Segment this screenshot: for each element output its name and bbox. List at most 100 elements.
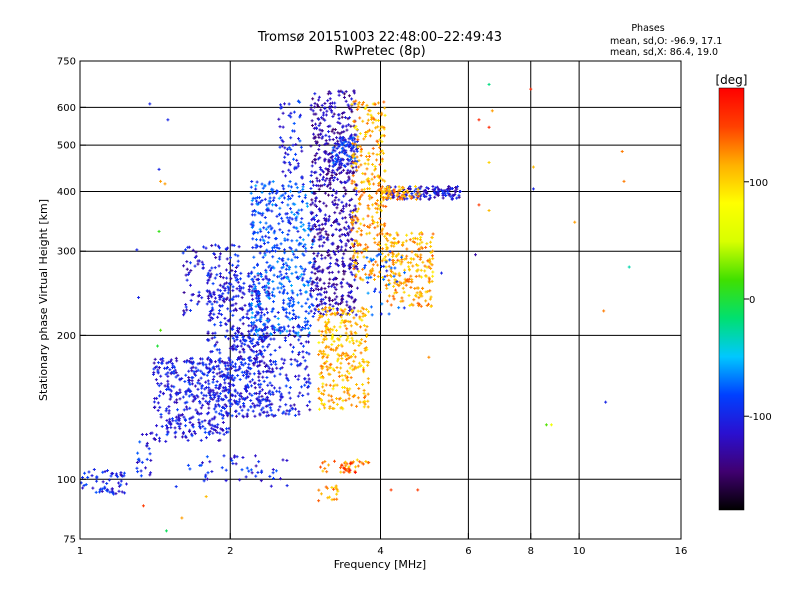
- data-point: [282, 301, 286, 305]
- data-point: [310, 160, 314, 164]
- data-point: [333, 128, 337, 132]
- data-point: [136, 470, 140, 474]
- data-point: [355, 458, 359, 462]
- data-point: [291, 329, 295, 333]
- data-point: [214, 428, 218, 432]
- x-tick-label: 16: [675, 546, 688, 557]
- data-point: [248, 372, 252, 376]
- data-point: [310, 119, 314, 123]
- data-point: [299, 342, 303, 346]
- data-point: [292, 157, 296, 161]
- data-point: [323, 191, 327, 195]
- data-point: [359, 233, 363, 237]
- data-point: [252, 345, 256, 349]
- data-point: [312, 183, 316, 187]
- data-point: [363, 339, 367, 343]
- data-point: [195, 394, 199, 398]
- data-point: [361, 267, 365, 271]
- data-point: [322, 241, 326, 245]
- data-point: [373, 226, 377, 230]
- data-point: [313, 92, 317, 96]
- data-point: [309, 103, 313, 107]
- data-point: [356, 309, 360, 313]
- data-point: [310, 246, 314, 250]
- data-point: [490, 109, 494, 113]
- data-point: [218, 351, 222, 355]
- data-point: [279, 242, 283, 246]
- data-point: [136, 451, 140, 455]
- data-point: [234, 302, 238, 306]
- data-point: [227, 399, 231, 403]
- data-point: [261, 255, 265, 259]
- data-point: [272, 337, 276, 341]
- data-point: [325, 359, 329, 363]
- data-point: [220, 374, 224, 378]
- data-point: [199, 412, 203, 416]
- data-point: [385, 286, 389, 290]
- data-point: [388, 258, 392, 262]
- data-point: [356, 138, 360, 142]
- data-point: [251, 409, 255, 413]
- data-point: [155, 433, 159, 437]
- data-point: [335, 366, 339, 370]
- data-point: [278, 290, 282, 294]
- data-point: [234, 307, 238, 311]
- data-point: [254, 238, 258, 242]
- data-point: [148, 102, 152, 106]
- data-point: [330, 398, 334, 402]
- data-point: [309, 174, 313, 178]
- data-point: [295, 158, 299, 162]
- data-point: [419, 268, 423, 272]
- data-point: [174, 375, 178, 379]
- data-point: [305, 204, 309, 208]
- data-point: [359, 154, 363, 158]
- data-point: [291, 143, 295, 147]
- data-point: [213, 300, 217, 304]
- data-point: [268, 381, 272, 385]
- data-point: [250, 180, 254, 184]
- data-point: [268, 196, 272, 200]
- data-point: [307, 311, 311, 315]
- data-point: [249, 468, 253, 472]
- data-point: [275, 389, 279, 393]
- data-point: [392, 284, 396, 288]
- data-point: [218, 283, 222, 287]
- data-point: [324, 313, 328, 317]
- data-point: [361, 119, 365, 123]
- data-point: [239, 354, 243, 358]
- data-point: [265, 414, 269, 418]
- data-point: [277, 408, 281, 412]
- data-point: [335, 492, 339, 496]
- data-point: [401, 299, 405, 303]
- data-point: [201, 424, 205, 428]
- data-point: [245, 466, 249, 470]
- data-point: [228, 256, 232, 260]
- data-point: [531, 187, 535, 191]
- data-point: [255, 310, 259, 314]
- stats-x-mode: mean, sd,X: 86.4, 19.0: [610, 47, 718, 58]
- data-point: [145, 441, 149, 445]
- data-point: [231, 303, 235, 307]
- data-point: [573, 220, 577, 224]
- data-point: [279, 136, 283, 140]
- data-point: [359, 351, 363, 355]
- data-point: [345, 128, 349, 132]
- data-point: [209, 315, 213, 319]
- data-point: [341, 216, 345, 220]
- data-point: [124, 482, 128, 486]
- data-point: [233, 394, 237, 398]
- data-point: [235, 344, 239, 348]
- data-point: [275, 366, 279, 370]
- data-point: [335, 497, 339, 501]
- data-point: [188, 378, 192, 382]
- data-point: [362, 223, 366, 227]
- data-point: [431, 232, 435, 236]
- data-point: [271, 390, 275, 394]
- data-point: [273, 348, 277, 352]
- data-point: [286, 324, 290, 328]
- data-point: [148, 473, 152, 477]
- data-point: [251, 246, 255, 250]
- data-point: [331, 138, 335, 142]
- data-point: [529, 87, 533, 91]
